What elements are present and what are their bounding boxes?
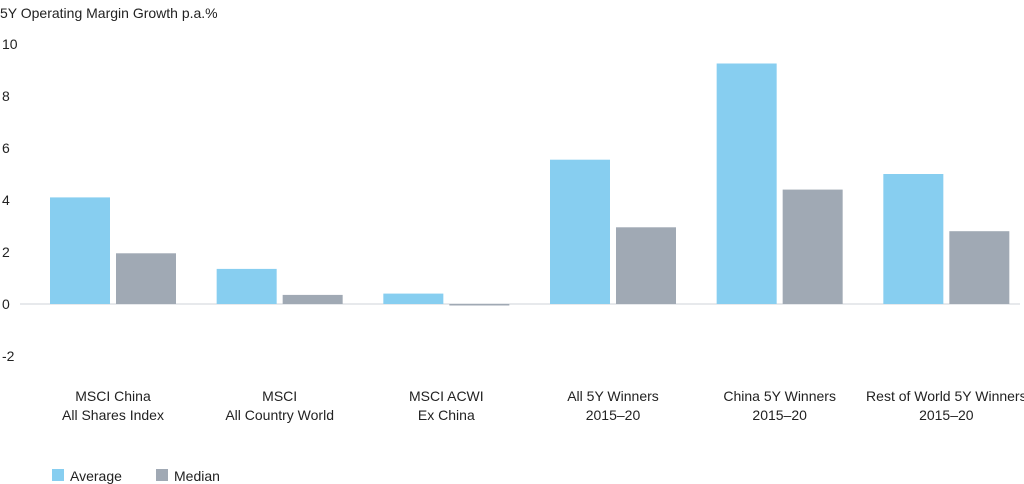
- y-tick-label: 8: [2, 88, 10, 104]
- legend: Average Median: [52, 468, 220, 484]
- y-tick-label: 2: [2, 244, 10, 260]
- category-label: 2015–20: [586, 407, 641, 423]
- legend-swatch-median: [156, 469, 168, 481]
- category-label: MSCI: [262, 388, 297, 404]
- bar-median-3: [616, 227, 676, 304]
- y-tick-label: 6: [2, 140, 10, 156]
- category-label: 2015–20: [752, 407, 807, 423]
- bar-average-4: [716, 63, 777, 304]
- legend-swatch-average: [52, 469, 64, 481]
- bar-average-0: [50, 197, 110, 304]
- category-label: Rest of World 5Y Winners: [866, 388, 1024, 404]
- category-label: All Country World: [225, 407, 334, 423]
- bar-average-5: [883, 174, 944, 304]
- category-label: All Shares Index: [62, 407, 164, 423]
- bar-average-1: [216, 268, 277, 304]
- category-label: MSCI ACWI: [409, 388, 484, 404]
- y-axis-ticks: 10 8 6 4 2 0 -2: [2, 36, 18, 364]
- y-tick-label: -2: [2, 348, 15, 364]
- category-label: All 5Y Winners: [567, 388, 659, 404]
- category-labels: MSCI China All Shares Index MSCI All Countr…: [62, 388, 1024, 423]
- y-tick-label: 10: [2, 36, 18, 52]
- legend-label-average: Average: [70, 468, 122, 484]
- bar-median-0: [116, 253, 176, 304]
- category-label: MSCI China: [75, 388, 151, 404]
- chart-title: 5Y Operating Margin Growth p.a.%: [0, 5, 218, 21]
- bars: [50, 63, 1010, 306]
- bar-average-3: [550, 159, 610, 304]
- y-tick-label: 4: [2, 192, 10, 208]
- category-label: Ex China: [418, 407, 475, 423]
- category-label: 2015–20: [919, 407, 974, 423]
- bar-median-1: [282, 294, 343, 304]
- bar-average-2: [383, 293, 444, 304]
- bar-median-5: [949, 231, 1010, 304]
- bar-median-2: [449, 304, 510, 306]
- legend-label-median: Median: [174, 468, 220, 484]
- category-label: China 5Y Winners: [723, 388, 836, 404]
- bar-median-4: [782, 189, 843, 304]
- y-tick-label: 0: [2, 296, 10, 312]
